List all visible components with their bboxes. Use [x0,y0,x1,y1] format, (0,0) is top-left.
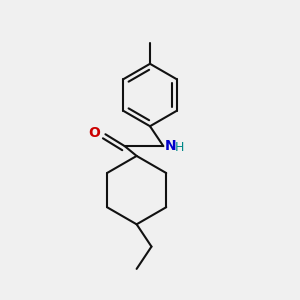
Text: O: O [88,126,100,140]
Text: H: H [175,141,184,154]
Text: N: N [164,139,176,152]
